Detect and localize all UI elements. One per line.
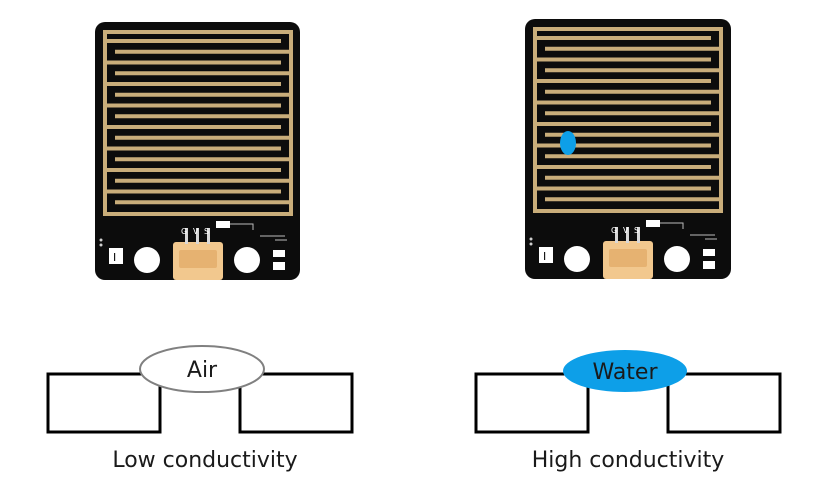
connector <box>173 228 223 280</box>
pin-label-v: V <box>193 227 199 236</box>
pin-label-v: V <box>623 226 629 235</box>
water-medium <box>563 350 687 392</box>
electrode-left <box>474 372 590 434</box>
trace-segment <box>533 27 723 31</box>
trace-segment <box>533 122 711 126</box>
trace-segment <box>115 200 293 205</box>
smd-resistor <box>646 220 660 227</box>
board-tag-box <box>109 248 123 264</box>
trace-segment <box>545 175 723 180</box>
trace-segment <box>103 39 281 43</box>
caption-high-conductivity: High conductivity <box>531 448 725 473</box>
trace-segment <box>115 92 293 97</box>
water-gap-diagram: Water <box>474 350 782 434</box>
trace-segment <box>115 178 293 183</box>
electrode-right <box>666 372 782 434</box>
trace-segment <box>115 114 293 119</box>
smd-component <box>273 262 285 270</box>
trace-segment <box>533 36 711 40</box>
trace-segment <box>103 30 293 34</box>
led-component <box>273 250 285 257</box>
sensor-board-dry: G V S I <box>95 22 300 280</box>
electrode-right <box>238 372 354 434</box>
sensor-board-wet: G V S I <box>525 19 731 279</box>
trace-segment <box>103 30 107 212</box>
smd-component <box>703 261 715 269</box>
trace-segment <box>115 135 293 140</box>
board-trace-line <box>230 223 254 230</box>
board-trace-line <box>260 235 287 241</box>
sensor-traces <box>103 30 293 216</box>
connector <box>603 227 653 279</box>
trace-segment <box>545 154 723 159</box>
trace-segment <box>533 57 711 62</box>
trace-segment <box>533 143 711 148</box>
indicator-dot <box>99 243 103 247</box>
trace-segment <box>533 186 711 191</box>
trace-segment <box>115 71 293 76</box>
trace-segment <box>545 197 723 202</box>
pin-labels: G V S <box>181 227 209 236</box>
trace-segment <box>545 89 723 94</box>
pin-labels: G V S <box>611 226 639 235</box>
mounting-hole-right <box>234 247 260 273</box>
board-trace-line <box>660 222 684 229</box>
air-label: Air <box>187 358 218 383</box>
water-drop <box>560 131 576 155</box>
pin-label-g: G <box>611 226 617 235</box>
trace-segment <box>545 46 723 51</box>
smd-resistor <box>216 221 230 228</box>
air-medium <box>139 345 265 393</box>
air-gap-diagram: Air <box>46 345 354 434</box>
led-component <box>703 249 715 256</box>
water-label: Water <box>592 360 658 385</box>
trace-segment <box>545 111 723 116</box>
trace-segment <box>115 49 293 54</box>
trace-segment <box>533 209 723 213</box>
trace-segment <box>533 165 711 169</box>
trace-segment <box>103 189 281 194</box>
electrode-left <box>46 372 162 434</box>
board-trace-line <box>690 234 717 240</box>
indicator-dot <box>529 242 533 246</box>
indicator-dot <box>99 238 103 242</box>
trace-segment <box>103 82 281 86</box>
trace-segment <box>103 146 281 151</box>
trace-segment <box>103 125 281 129</box>
board-tag: I <box>543 250 546 263</box>
mounting-hole-left <box>564 246 590 272</box>
mounting-hole-left <box>134 247 160 273</box>
trace-segment <box>115 157 293 162</box>
pin-label-g: G <box>181 227 187 236</box>
trace-segment <box>103 103 281 108</box>
trace-segment <box>103 60 281 65</box>
trace-segment <box>545 68 723 73</box>
sensor-traces <box>533 27 723 213</box>
board-tag: I <box>113 251 116 264</box>
mounting-hole-right <box>664 246 690 272</box>
trace-segment <box>103 168 281 172</box>
trace-segment <box>533 100 711 105</box>
board-pcb <box>525 19 731 279</box>
caption-low-conductivity: Low conductivity <box>112 448 298 473</box>
trace-segment <box>533 27 537 209</box>
indicator-dot <box>529 237 533 241</box>
trace-segment <box>545 132 723 137</box>
trace-segment <box>289 30 293 212</box>
board-tag-box <box>539 247 553 263</box>
trace-segment <box>103 212 293 216</box>
trace-segment <box>533 79 711 83</box>
trace-segment <box>719 27 723 209</box>
pin-label-s: S <box>634 226 639 235</box>
pin-label-s: S <box>204 227 209 236</box>
